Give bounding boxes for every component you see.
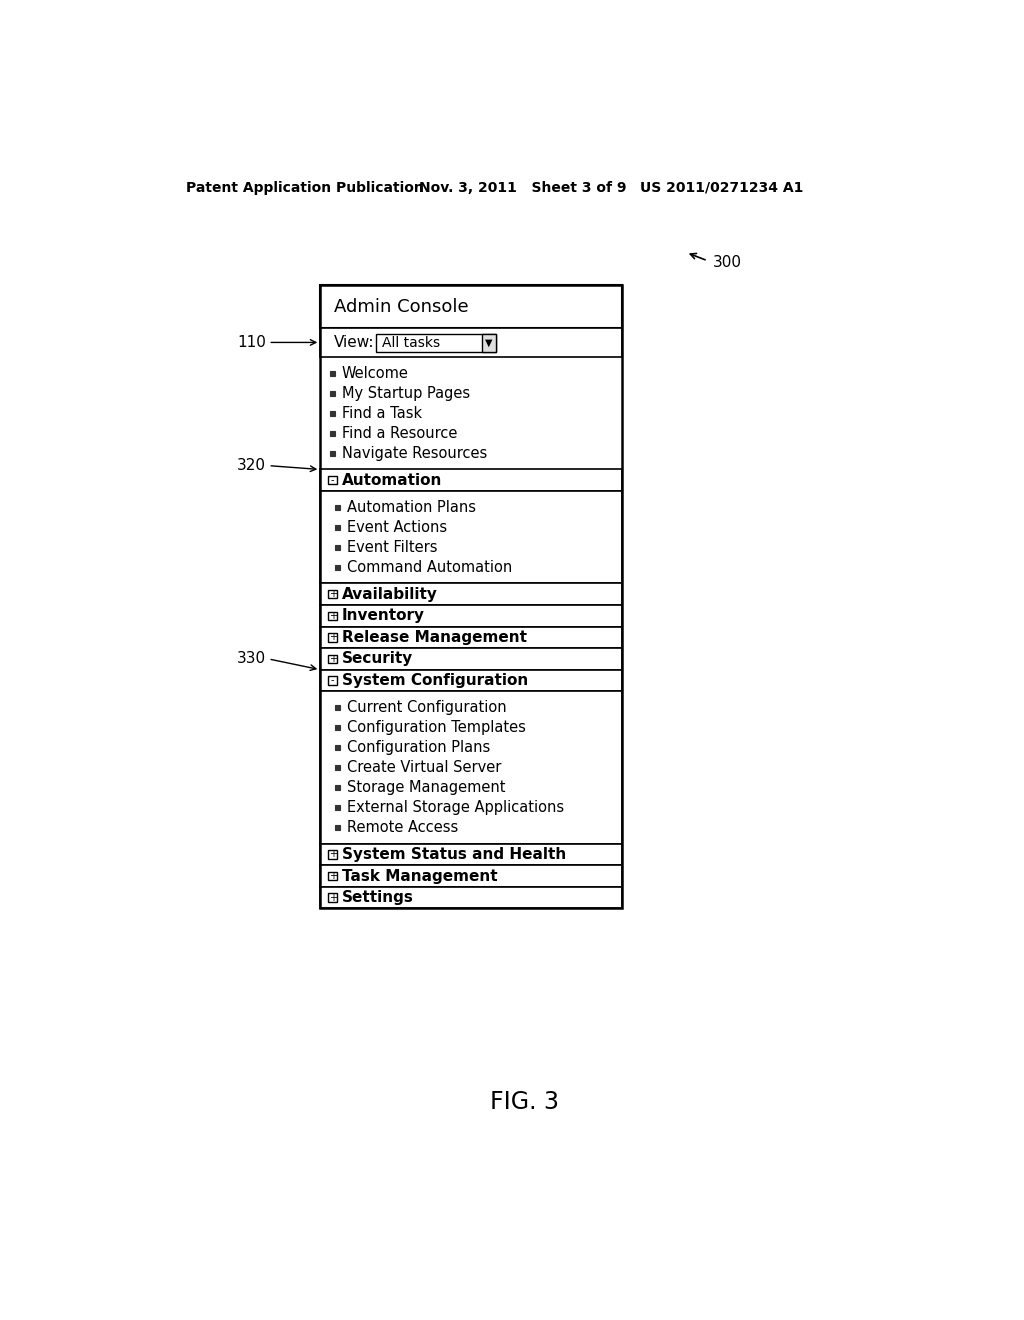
Text: FIG. 3: FIG. 3 — [490, 1089, 559, 1114]
Bar — [321, 627, 623, 648]
Bar — [335, 565, 340, 570]
Bar — [329, 676, 337, 685]
Text: 110: 110 — [238, 335, 266, 350]
Text: +: + — [329, 892, 337, 903]
Bar — [329, 634, 337, 642]
Bar — [321, 648, 623, 669]
Text: +: + — [329, 871, 337, 880]
Bar — [321, 470, 623, 491]
Bar — [331, 432, 335, 436]
Text: -: - — [331, 475, 335, 486]
Text: Release Management: Release Management — [342, 630, 527, 645]
Bar — [321, 583, 623, 605]
Text: Create Virtual Server: Create Virtual Server — [347, 760, 502, 775]
Text: +: + — [329, 653, 337, 664]
Text: Find a Task: Find a Task — [342, 405, 422, 421]
Bar — [331, 391, 335, 396]
Text: Configuration Plans: Configuration Plans — [347, 741, 490, 755]
Bar — [321, 605, 623, 627]
Bar — [321, 843, 623, 866]
Bar — [329, 477, 337, 484]
Text: Remote Access: Remote Access — [347, 820, 459, 836]
Text: All tasks: All tasks — [382, 337, 440, 350]
Bar — [329, 655, 337, 663]
Text: Nov. 3, 2011   Sheet 3 of 9: Nov. 3, 2011 Sheet 3 of 9 — [419, 181, 626, 194]
Bar — [376, 334, 496, 352]
Bar — [331, 451, 335, 455]
Text: Event Filters: Event Filters — [347, 540, 438, 554]
Bar — [335, 744, 340, 750]
Text: Current Configuration: Current Configuration — [347, 700, 507, 715]
Bar — [321, 866, 623, 887]
Bar — [335, 785, 340, 789]
Text: ▼: ▼ — [485, 338, 493, 348]
Bar — [335, 766, 340, 770]
Text: Event Actions: Event Actions — [347, 520, 447, 535]
Bar — [321, 285, 623, 327]
Bar — [321, 327, 623, 358]
Text: Storage Management: Storage Management — [347, 780, 506, 795]
Bar — [335, 525, 340, 529]
Text: Inventory: Inventory — [342, 609, 425, 623]
Bar — [329, 850, 337, 859]
Text: Security: Security — [342, 651, 413, 667]
Text: Task Management: Task Management — [342, 869, 498, 883]
Text: +: + — [329, 850, 337, 859]
Bar — [335, 805, 340, 810]
Text: +: + — [329, 589, 337, 599]
Text: Find a Resource: Find a Resource — [342, 426, 458, 441]
Bar — [329, 590, 337, 598]
Text: -: - — [331, 676, 335, 685]
Text: Settings: Settings — [342, 890, 414, 906]
Text: Command Automation: Command Automation — [347, 560, 513, 574]
Text: 320: 320 — [237, 458, 266, 473]
Text: +: + — [329, 632, 337, 643]
Text: US 2011/0271234 A1: US 2011/0271234 A1 — [640, 181, 803, 194]
Text: Navigate Resources: Navigate Resources — [342, 446, 487, 461]
Bar — [321, 285, 623, 908]
Text: System Status and Health: System Status and Health — [342, 847, 566, 862]
Bar — [335, 725, 340, 730]
Text: Welcome: Welcome — [342, 366, 409, 380]
Text: My Startup Pages: My Startup Pages — [342, 385, 470, 401]
Text: Patent Application Publication: Patent Application Publication — [186, 181, 424, 194]
Bar — [321, 887, 623, 908]
Bar — [321, 669, 623, 692]
Text: External Storage Applications: External Storage Applications — [347, 800, 564, 814]
Bar — [335, 705, 340, 710]
Bar — [335, 504, 340, 510]
Bar — [329, 871, 337, 880]
Text: Automation: Automation — [342, 473, 442, 488]
Text: 330: 330 — [237, 651, 266, 667]
Text: Configuration Templates: Configuration Templates — [347, 719, 526, 735]
Text: Admin Console: Admin Console — [334, 297, 469, 315]
Bar — [482, 334, 496, 352]
Bar — [331, 371, 335, 376]
Text: Availability: Availability — [342, 586, 438, 602]
Text: 300: 300 — [713, 255, 742, 269]
Bar — [329, 611, 337, 620]
Bar — [331, 411, 335, 416]
Bar — [335, 825, 340, 830]
Bar — [329, 894, 337, 902]
Text: Automation Plans: Automation Plans — [347, 500, 476, 515]
Text: System Configuration: System Configuration — [342, 673, 528, 688]
Bar — [321, 491, 623, 583]
Bar — [335, 545, 340, 549]
Text: View:: View: — [334, 335, 375, 350]
Text: +: + — [329, 611, 337, 620]
Bar — [321, 692, 623, 843]
